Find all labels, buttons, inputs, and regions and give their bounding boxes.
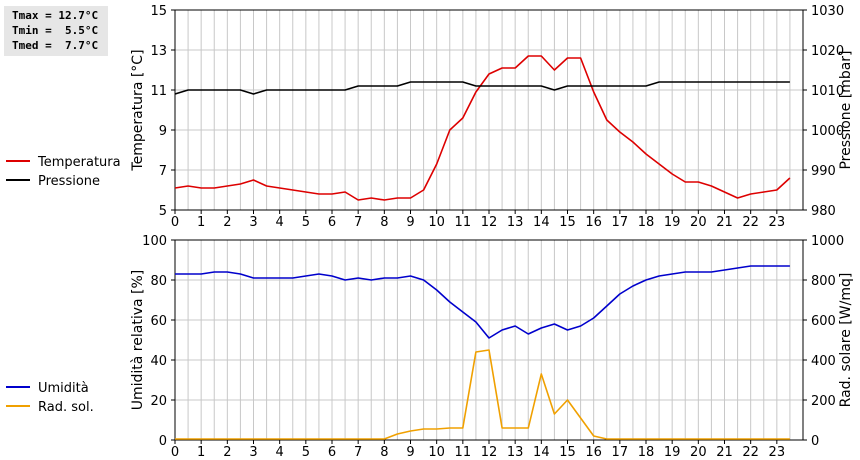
humidity-radiation-y-tick-label: 100 (142, 234, 167, 249)
temp-pressure-x-tick-label: 21 (716, 215, 733, 230)
legend-label-temperatura: Temperatura (37, 155, 121, 170)
temp-pressure-x-tick-label: 18 (638, 215, 655, 230)
humidity-radiation-x-tick-label: 12 (481, 445, 498, 460)
humidity-radiation-x-tick-label: 9 (406, 445, 414, 460)
tmin-label: Tmin = 5.5°C (12, 24, 99, 37)
series-line-umidit- (175, 265, 790, 339)
humidity-radiation-x-tick-label: 15 (559, 445, 576, 460)
humidity-radiation-y2-tick-label: 0 (811, 434, 819, 449)
temp-pressure-x-tick-label: 10 (428, 215, 445, 230)
temp-pressure-x-tick-label: 4 (276, 215, 284, 230)
temp-pressure-x-tick-label: 2 (223, 215, 231, 230)
tmax-label: Tmax = 12.7°C (12, 9, 99, 22)
humidity-radiation-x-tick-label: 2 (223, 445, 231, 460)
humidity-radiation-y-tick-label: 40 (150, 354, 167, 369)
humidity-radiation-y2-tick-label: 800 (811, 274, 836, 289)
temp-pressure-y-axis-title: Temperatura [°C] (130, 49, 146, 171)
humidity-radiation-x-tick-label: 16 (585, 445, 602, 460)
temp-pressure-y2-tick-label: 1020 (811, 44, 844, 59)
humidity-radiation-y-tick-label: 80 (150, 274, 167, 289)
temp-pressure-y-tick-label: 15 (150, 4, 167, 19)
temp-pressure-y2-axis-title: Pressione [mbar] (838, 50, 854, 169)
temp-pressure-x-tick-label: 23 (769, 215, 786, 230)
humidity-radiation-x-tick-label: 19 (664, 445, 681, 460)
temp-pressure-y2-tick-label: 1030 (811, 4, 844, 19)
temp-pressure-x-tick-label: 0 (171, 215, 179, 230)
series-line-rad-sol- (175, 349, 790, 440)
temp-pressure-x-tick-label: 20 (690, 215, 707, 230)
humidity-radiation-x-tick-label: 3 (249, 445, 257, 460)
statistics-box: Tmax = 12.7°C Tmin = 5.5°C Tmed = 7.7°C (4, 6, 108, 56)
temp-pressure-x-tick-label: 6 (328, 215, 336, 230)
tmed-label: Tmed = 7.7°C (12, 39, 99, 52)
humidity-radiation-y2-tick-label: 1000 (811, 234, 844, 249)
humidity-radiation-y-tick-label: 0 (159, 434, 167, 449)
humidity-radiation-x-tick-label: 10 (428, 445, 445, 460)
humidity-radiation-x-tick-label: 5 (302, 445, 310, 460)
temp-pressure-x-tick-label: 11 (455, 215, 472, 230)
temp-pressure-x-tick-label: 14 (533, 215, 550, 230)
humidity-radiation-x-tick-label: 0 (171, 445, 179, 460)
humidity-radiation-x-tick-label: 11 (455, 445, 472, 460)
temp-pressure-x-tick-label: 8 (380, 215, 388, 230)
humidity-radiation-x-tick-label: 23 (769, 445, 786, 460)
humidity-radiation-y2-tick-label: 200 (811, 394, 836, 409)
humidity-radiation-y-tick-label: 20 (150, 394, 167, 409)
temp-pressure-y2-tick-label: 980 (811, 204, 836, 219)
humidity-radiation-x-tick-label: 7 (354, 445, 362, 460)
humidity-radiation-x-tick-label: 14 (533, 445, 550, 460)
humidity-radiation-x-tick-label: 4 (276, 445, 284, 460)
temp-pressure-x-tick-label: 7 (354, 215, 362, 230)
temp-pressure-y2-tick-label: 1010 (811, 84, 844, 99)
humidity-radiation-y-axis-title: Umidità relativa [%] (130, 270, 146, 411)
humidity-radiation-x-tick-label: 1 (197, 445, 205, 460)
humidity-radiation-x-tick-label: 21 (716, 445, 733, 460)
temp-pressure-x-tick-label: 5 (302, 215, 310, 230)
humidity-radiation-x-tick-label: 13 (507, 445, 524, 460)
humidity-radiation-x-tick-label: 6 (328, 445, 336, 460)
legend-label-pressione: Pressione (38, 174, 100, 189)
temp-pressure-y-tick-label: 5 (159, 204, 167, 219)
temp-pressure-x-tick-label: 9 (406, 215, 414, 230)
humidity-radiation-y-tick-label: 60 (150, 314, 167, 329)
legend-label-rad-sol-: Rad. sol. (38, 400, 94, 415)
temp-pressure-y-tick-label: 7 (159, 164, 167, 179)
humidity-radiation-x-tick-label: 8 (380, 445, 388, 460)
humidity-radiation-x-tick-label: 18 (638, 445, 655, 460)
series-line-pressione (174, 81, 790, 95)
humidity-radiation-y2-tick-label: 400 (811, 354, 836, 369)
humidity-radiation-y2-axis-title: Rad. solare [W/mq] (838, 273, 854, 408)
temp-pressure-x-tick-label: 13 (507, 215, 524, 230)
temp-pressure-x-tick-label: 22 (742, 215, 759, 230)
temp-pressure-y-tick-label: 13 (150, 44, 167, 59)
series-line-temperatura (174, 55, 791, 201)
temp-pressure-y-tick-label: 9 (159, 124, 167, 139)
temp-pressure-y2-tick-label: 990 (811, 164, 836, 179)
humidity-radiation-x-tick-label: 22 (742, 445, 759, 460)
temp-pressure-x-tick-label: 1 (197, 215, 205, 230)
legend-label-umidit-: Umidità (38, 381, 89, 396)
humidity-radiation-y2-tick-label: 600 (811, 314, 836, 329)
humidity-radiation-x-tick-label: 20 (690, 445, 707, 460)
humidity-radiation-x-tick-label: 17 (612, 445, 629, 460)
temp-pressure-x-tick-label: 19 (664, 215, 681, 230)
temp-pressure-x-tick-label: 16 (585, 215, 602, 230)
temp-pressure-x-tick-label: 17 (612, 215, 629, 230)
temp-pressure-x-tick-label: 15 (559, 215, 576, 230)
temp-pressure-y-tick-label: 11 (150, 84, 167, 99)
temp-pressure-x-tick-label: 3 (249, 215, 257, 230)
temp-pressure-y2-tick-label: 1000 (811, 124, 844, 139)
temp-pressure-x-tick-label: 12 (481, 215, 498, 230)
